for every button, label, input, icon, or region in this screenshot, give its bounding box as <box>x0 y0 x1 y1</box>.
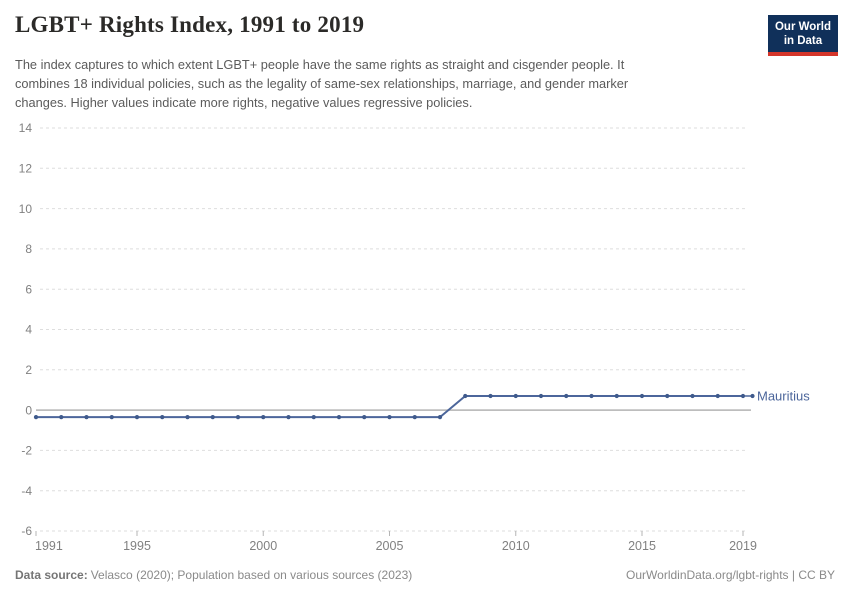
data-point[interactable] <box>336 415 342 420</box>
x-tick-label: 2005 <box>376 539 404 553</box>
y-tick-label: -2 <box>21 444 32 458</box>
data-point[interactable] <box>134 415 140 420</box>
data-point[interactable] <box>210 415 215 420</box>
data-point[interactable] <box>690 393 695 399</box>
y-tick-label: 12 <box>19 162 33 176</box>
data-point[interactable] <box>311 415 316 420</box>
data-point[interactable] <box>463 393 468 399</box>
data-point[interactable] <box>160 415 165 420</box>
y-tick-label: 2 <box>25 363 32 377</box>
x-tick-label: 2019 <box>729 539 757 553</box>
data-point[interactable] <box>261 415 266 420</box>
subtitle-line: The index captures to which extent LGBT+… <box>15 57 625 72</box>
data-point[interactable] <box>740 393 746 399</box>
data-point[interactable] <box>84 415 89 420</box>
y-tick-label: 4 <box>25 323 32 337</box>
data-point[interactable] <box>488 393 493 399</box>
subtitle-line: changes. Higher values indicate more rig… <box>15 95 473 110</box>
entity-label: Mauritius <box>757 388 810 403</box>
series-line[interactable] <box>36 394 743 419</box>
data-point[interactable] <box>513 393 518 399</box>
data-source-text: Velasco (2020); Population based on vari… <box>90 568 413 582</box>
logo-line1: Our World <box>774 21 831 33</box>
y-tick-label: 6 <box>25 282 32 296</box>
data-point[interactable] <box>715 393 720 399</box>
data-point[interactable] <box>665 393 670 399</box>
data-point[interactable] <box>33 415 39 420</box>
data-point[interactable] <box>614 393 619 399</box>
chart-title: LGBT+ Rights Index, 1991 to 2019 <box>15 12 365 37</box>
x-tick-label: 1995 <box>123 539 151 553</box>
data-point[interactable] <box>538 393 544 399</box>
data-point[interactable] <box>109 415 114 420</box>
y-tick-label: -4 <box>21 484 32 498</box>
owid-logo[interactable]: Our World in Data <box>767 15 838 56</box>
data-point[interactable] <box>564 393 569 399</box>
citation-link[interactable]: OurWorldinData.org/lgbt-rights | CC BY <box>626 568 835 582</box>
data-point[interactable] <box>286 415 291 420</box>
y-tick-label: 8 <box>25 242 32 256</box>
x-tick-label: 2000 <box>249 539 277 553</box>
data-source-note: Data source: Velasco (2020); Population b… <box>15 568 412 582</box>
logo-line2: in Data <box>783 35 823 47</box>
label-dot <box>750 393 755 399</box>
data-point[interactable] <box>235 415 241 420</box>
chart-subtitle: The index captures to which extent LGBT+… <box>15 55 628 112</box>
data-point[interactable] <box>387 415 392 420</box>
data-point[interactable] <box>589 393 594 399</box>
y-tick-label: -6 <box>21 524 32 538</box>
x-tick-label: 2015 <box>628 539 656 553</box>
data-point[interactable] <box>59 415 64 420</box>
data-point[interactable] <box>362 415 367 420</box>
y-tick-label: 0 <box>25 403 32 417</box>
y-tick-label: 10 <box>19 202 33 216</box>
data-source-label: Data source: <box>15 568 88 582</box>
x-tick-label: 1991 <box>35 539 63 553</box>
y-tick-label: 14 <box>19 121 33 135</box>
x-tick-label: 2010 <box>502 539 530 553</box>
data-point[interactable] <box>437 415 443 420</box>
data-point[interactable] <box>412 415 417 420</box>
data-point[interactable] <box>185 415 190 420</box>
subtitle-line: combines 18 individual policies, such as… <box>15 76 629 91</box>
data-point[interactable] <box>639 393 645 399</box>
